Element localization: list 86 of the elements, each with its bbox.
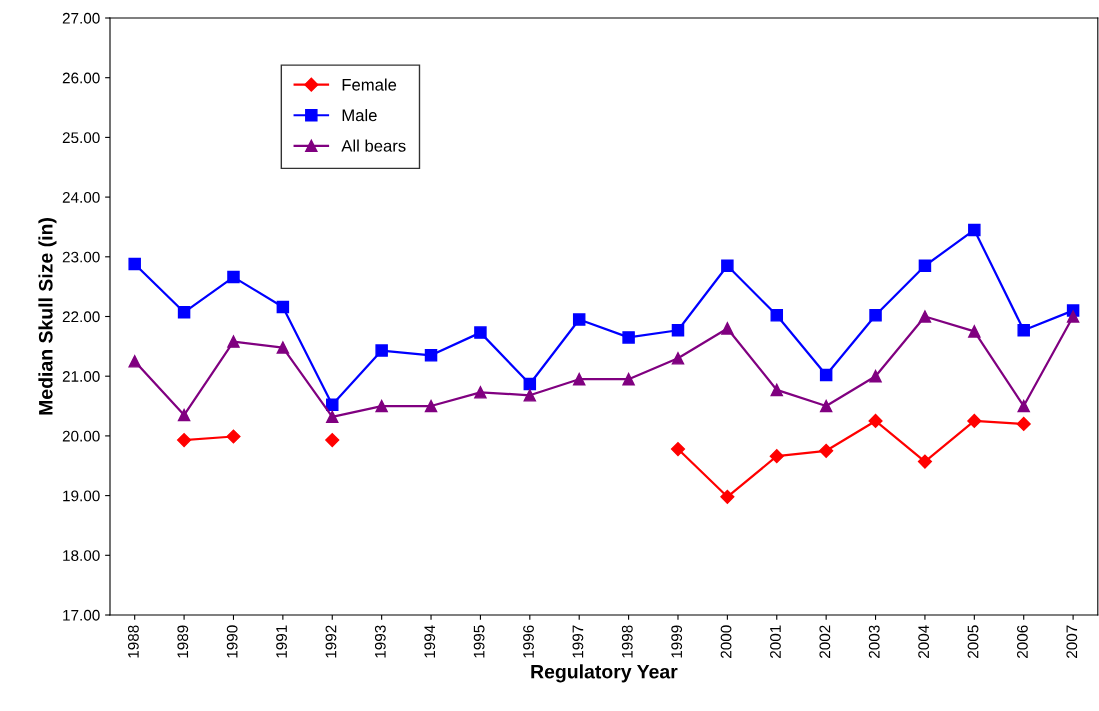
point bbox=[227, 270, 240, 284]
point bbox=[622, 372, 635, 386]
point bbox=[424, 399, 438, 413]
point bbox=[1066, 310, 1080, 323]
y-axis-title: Median Skull Size (in) bbox=[38, 218, 57, 415]
point bbox=[375, 344, 388, 357]
point bbox=[622, 331, 635, 344]
x-tick-label: 2005 bbox=[967, 625, 979, 658]
point bbox=[177, 306, 191, 319]
point bbox=[868, 413, 883, 429]
x-tick-label: 1989 bbox=[177, 625, 189, 658]
point bbox=[523, 389, 537, 402]
x-tick-label: 2001 bbox=[770, 625, 781, 658]
legend-label: All bears bbox=[341, 139, 406, 152]
x-tick-label: 1988 bbox=[127, 625, 139, 658]
point bbox=[670, 441, 686, 457]
point bbox=[721, 259, 734, 273]
point bbox=[918, 259, 932, 273]
point bbox=[770, 309, 784, 322]
point bbox=[770, 383, 784, 397]
x-tick-label: 2002 bbox=[819, 625, 831, 658]
x-tick-label: 1998 bbox=[621, 625, 633, 658]
x-tick-label: 1990 bbox=[226, 625, 238, 658]
x-tick-label: 1997 bbox=[572, 625, 584, 658]
point bbox=[968, 223, 981, 237]
x-axis-title: Regulatory Year bbox=[531, 664, 678, 683]
y-tick-label: 27.00 bbox=[62, 12, 100, 24]
x-tick-label: 1993 bbox=[374, 625, 386, 658]
y-tick-label: 26.00 bbox=[62, 72, 100, 84]
point bbox=[326, 398, 339, 412]
point bbox=[1017, 399, 1030, 413]
point bbox=[474, 386, 487, 399]
point bbox=[128, 257, 141, 271]
point bbox=[720, 489, 735, 504]
legend-label: Female bbox=[342, 78, 397, 91]
point bbox=[177, 408, 191, 422]
y-tick-label: 23.00 bbox=[62, 251, 100, 263]
x-tick-label: 2007 bbox=[1066, 625, 1078, 658]
x-tick-label: 2003 bbox=[868, 625, 880, 658]
y-tick-label: 19.00 bbox=[63, 490, 100, 502]
point bbox=[721, 322, 734, 335]
y-tick-label: 21.00 bbox=[62, 371, 100, 382]
x-tick-label: 1999 bbox=[671, 625, 683, 658]
point bbox=[276, 341, 290, 354]
point bbox=[769, 449, 784, 464]
point bbox=[227, 335, 240, 348]
y-tick-label: 24.00 bbox=[62, 191, 100, 203]
y-tick-label: 18.00 bbox=[63, 550, 100, 561]
point bbox=[424, 349, 438, 362]
point bbox=[968, 325, 981, 338]
point bbox=[869, 369, 882, 383]
point bbox=[128, 355, 141, 368]
point bbox=[917, 454, 933, 469]
point bbox=[1017, 323, 1030, 337]
x-tick-label: 1992 bbox=[325, 625, 337, 658]
x-tick-label: 1995 bbox=[473, 625, 485, 658]
x-tick-label: 2000 bbox=[720, 625, 732, 658]
x-tick-label: 1996 bbox=[523, 625, 534, 658]
point bbox=[523, 377, 537, 391]
point bbox=[375, 399, 388, 413]
y-tick-label: 25.00 bbox=[62, 132, 100, 144]
point bbox=[276, 300, 290, 314]
x-tick-label: 2004 bbox=[918, 625, 930, 658]
point bbox=[1016, 416, 1031, 432]
point bbox=[918, 310, 932, 323]
point bbox=[819, 399, 833, 413]
point bbox=[326, 410, 339, 424]
point bbox=[671, 352, 685, 365]
point bbox=[572, 313, 586, 326]
point bbox=[325, 433, 340, 448]
x-tick-label: 2006 bbox=[1017, 625, 1028, 658]
y-tick-label: 17.00 bbox=[63, 609, 100, 621]
point bbox=[474, 326, 487, 339]
legend-label: Male bbox=[342, 109, 377, 122]
point bbox=[572, 372, 586, 386]
point bbox=[671, 323, 685, 337]
point bbox=[819, 368, 833, 382]
point bbox=[967, 413, 982, 429]
x-tick-label: 1994 bbox=[424, 625, 436, 658]
point bbox=[869, 309, 882, 322]
x-tick-label: 1991 bbox=[276, 625, 287, 658]
point bbox=[226, 429, 241, 444]
point bbox=[819, 443, 834, 458]
y-tick-label: 22.00 bbox=[62, 311, 100, 323]
point bbox=[177, 433, 192, 448]
y-tick-label: 20.00 bbox=[62, 430, 100, 442]
